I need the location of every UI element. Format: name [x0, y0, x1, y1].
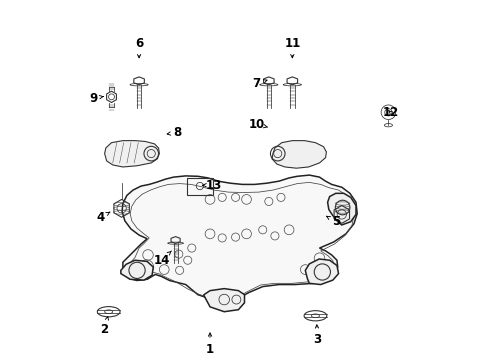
- Polygon shape: [271, 141, 325, 168]
- Text: 5: 5: [325, 215, 339, 228]
- Text: 1: 1: [205, 333, 214, 356]
- Text: 11: 11: [284, 37, 300, 58]
- Text: 6: 6: [135, 37, 143, 58]
- Polygon shape: [305, 259, 338, 284]
- Polygon shape: [104, 141, 159, 167]
- Polygon shape: [327, 193, 355, 225]
- Text: 10: 10: [248, 118, 267, 131]
- Text: 8: 8: [167, 126, 182, 139]
- Polygon shape: [203, 289, 244, 312]
- Text: 9: 9: [89, 91, 103, 104]
- Polygon shape: [121, 260, 153, 280]
- Text: 14: 14: [153, 251, 171, 267]
- Text: 3: 3: [313, 325, 321, 346]
- Text: 4: 4: [96, 211, 110, 224]
- Polygon shape: [122, 175, 356, 301]
- Text: 12: 12: [382, 106, 398, 119]
- Text: 7: 7: [252, 77, 266, 90]
- Text: 2: 2: [101, 316, 108, 336]
- Text: 13: 13: [203, 179, 222, 192]
